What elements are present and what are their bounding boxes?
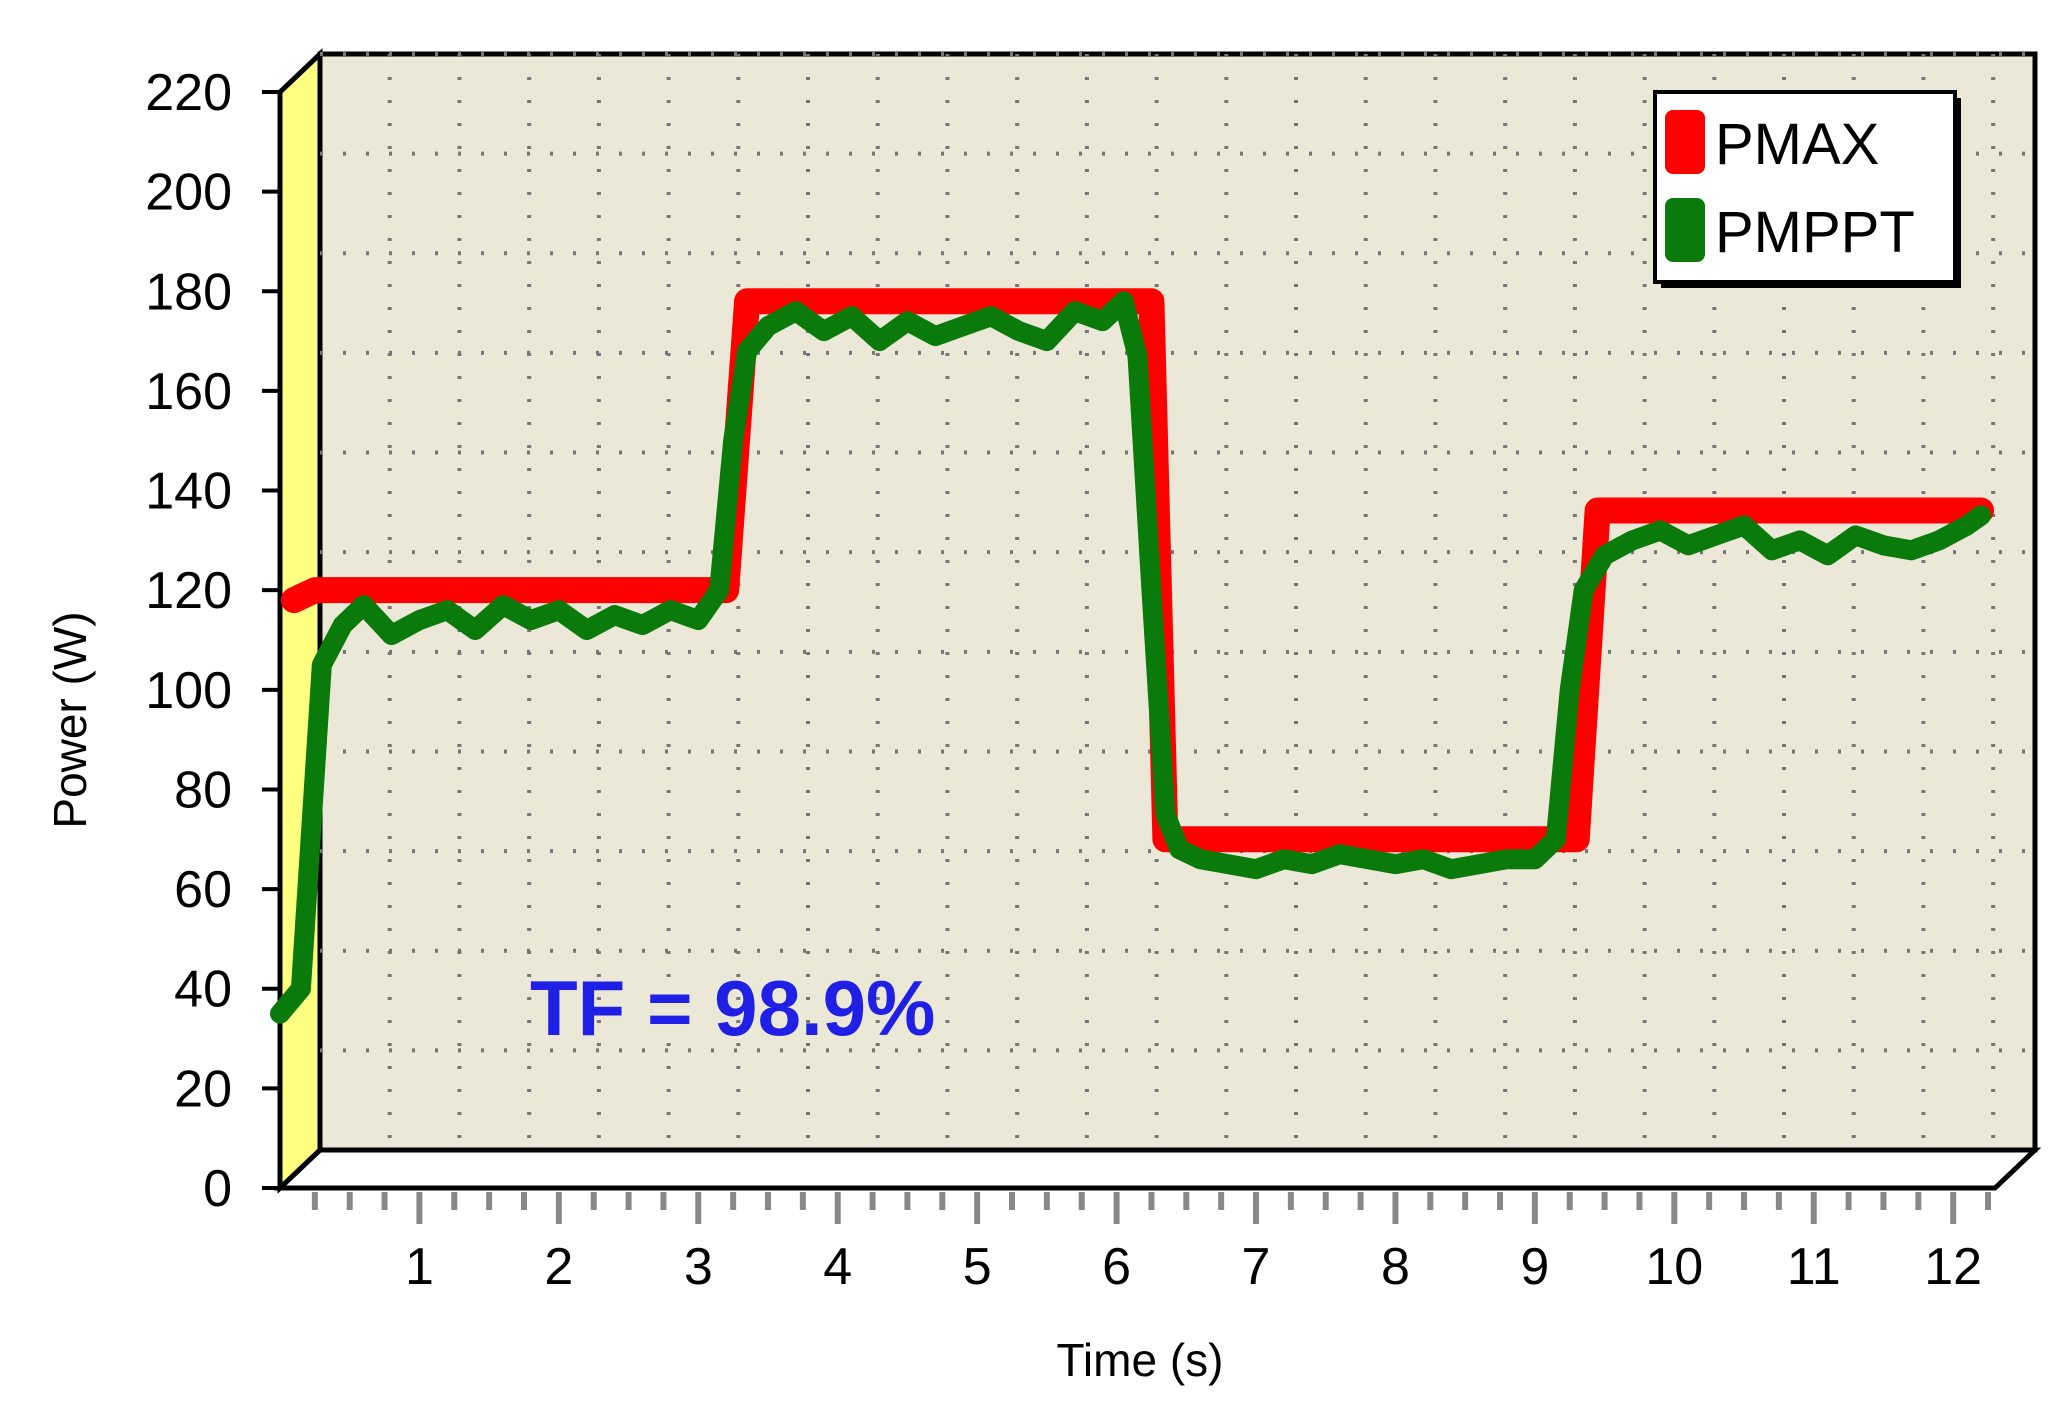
y-tick-label: 100 (145, 662, 232, 720)
series-layer (270, 288, 1995, 1024)
x-tick-label: 4 (823, 1238, 852, 1296)
legend-label: PMAX (1715, 112, 1879, 177)
x-tick-label: 12 (1924, 1238, 1982, 1296)
legend-swatch (1665, 110, 1705, 174)
x-tick-label: 2 (544, 1238, 573, 1296)
x-tick-label: 3 (684, 1238, 713, 1296)
y-tick-label: 160 (145, 363, 232, 421)
x-tick-label: 1 (405, 1238, 434, 1296)
y-axis-title: Power (W) (44, 611, 96, 828)
floor (273, 1147, 2042, 1191)
y-tick-label: 120 (145, 562, 232, 620)
y-tick-label: 40 (174, 961, 232, 1019)
x-axis-title: Time (s) (1057, 1334, 1224, 1386)
x-tick-label: 10 (1645, 1238, 1703, 1296)
y-tick-label: 0 (203, 1160, 232, 1218)
y-tick-label: 220 (145, 64, 232, 122)
y-tick-label: 80 (174, 761, 232, 819)
y-tick-label: 60 (174, 861, 232, 919)
legend: PMAX PMPPT (1653, 90, 1961, 288)
legend-swatch (1665, 198, 1705, 262)
x-tick-label: 6 (1102, 1238, 1131, 1296)
series-line-pmax (280, 288, 1995, 853)
x-tick-label: 5 (963, 1238, 992, 1296)
x-tick-label: 11 (1787, 1238, 1841, 1296)
x-tick-label: 9 (1520, 1238, 1549, 1296)
y-tick-label: 140 (145, 463, 232, 521)
series-line-pmppt (270, 291, 1992, 1024)
tf-annotation: TF = 98.9% (530, 964, 935, 1052)
legend-label: PMPPT (1715, 200, 1915, 265)
x-tick-label: 8 (1381, 1238, 1410, 1296)
x-tick-label: 7 (1242, 1238, 1271, 1296)
y-tick-label: 180 (145, 263, 232, 321)
y-tick-label: 20 (174, 1060, 232, 1118)
y-tick-label: 200 (145, 164, 232, 222)
